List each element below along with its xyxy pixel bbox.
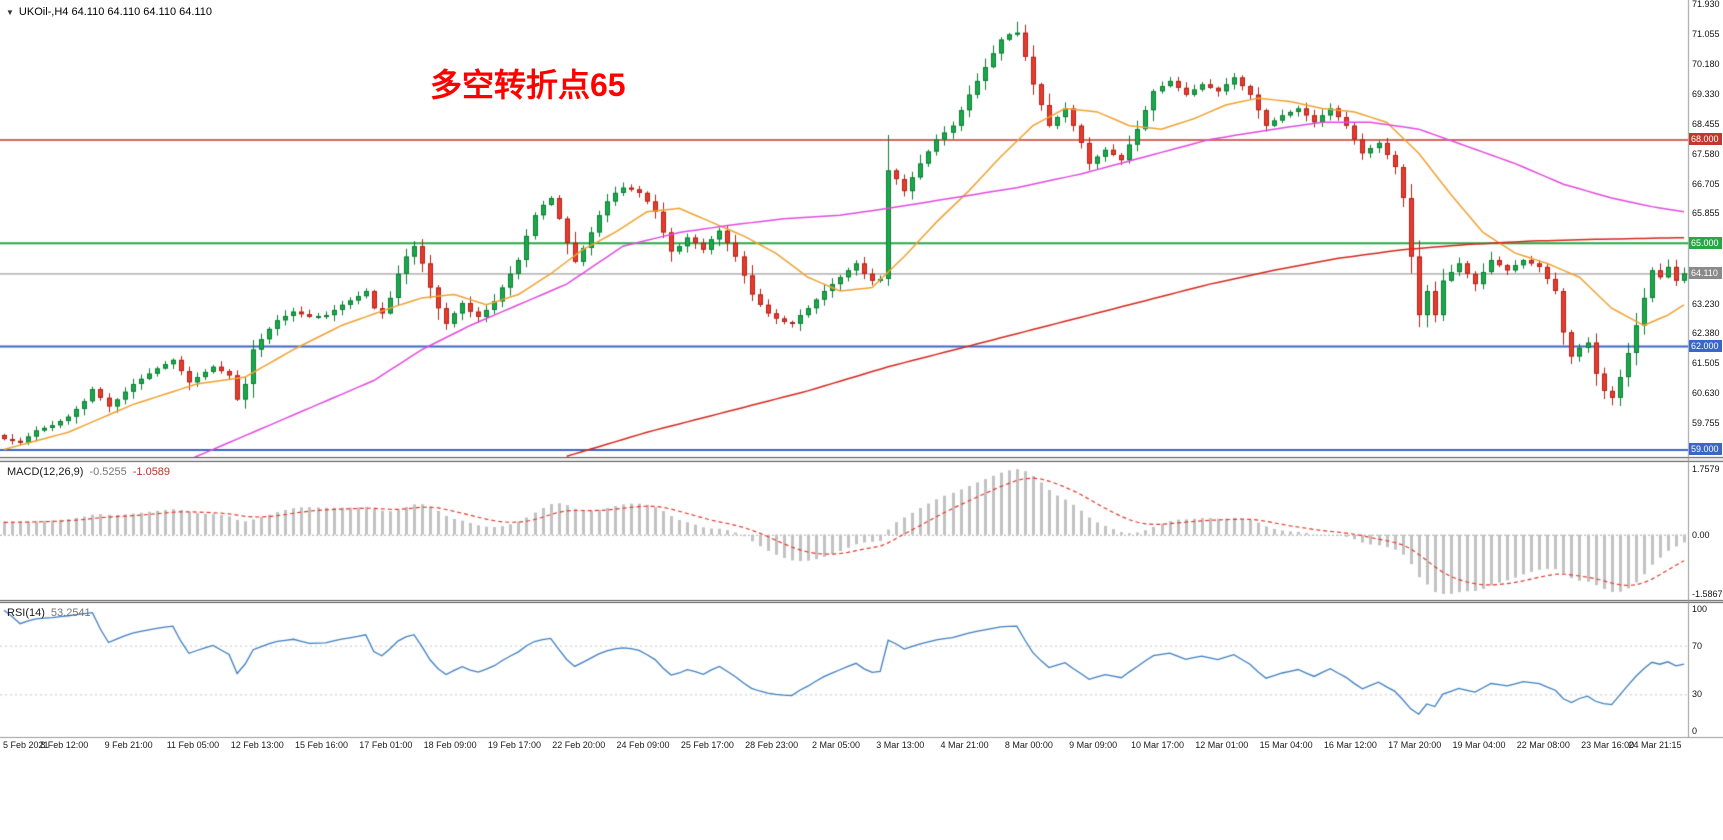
time-axis-label: 11 Feb 05:00 [166, 740, 220, 750]
symbol-timeframe-ohlc-label: UKOil-,H4 64.110 64.110 64.110 64.110 [18, 6, 212, 18]
time-axis-label: 22 Feb 20:00 [552, 740, 606, 750]
price-axis-label: 70.180 [1692, 59, 1720, 70]
price-axis-label: 68.455 [1692, 118, 1720, 129]
time-axis-label: 4 Mar 21:00 [940, 740, 989, 750]
price-axis-value-box: 62.000 [1689, 340, 1722, 353]
time-axis-label: 23 Mar 16:00 [1581, 740, 1635, 750]
time-axis-label: 10 Mar 17:00 [1130, 740, 1185, 750]
time-axis-label: 18 Feb 09:00 [423, 740, 477, 750]
time-axis-label: 8 Mar 00:00 [1004, 740, 1053, 750]
rsi-axis-label: 70 [1692, 640, 1703, 651]
price-axis-value-box: 65.000 [1689, 236, 1722, 249]
time-axis-label: 24 Mar 21:15 [1628, 740, 1682, 750]
rsi-axis-label: 30 [1692, 689, 1703, 700]
time-axis-label: 16 Mar 12:00 [1323, 740, 1377, 750]
time-axis[interactable]: 5 Feb 2021 8 Feb 12:00 9 Feb 21:00 11 Feb 0… [0, 737, 1723, 755]
price-axis-label: 71.930 [1692, 0, 1720, 10]
price-axis-label: 61.505 [1692, 358, 1720, 369]
chart-canvas[interactable] [0, 0, 1723, 760]
time-axis-label: 15 Feb 16:00 [294, 740, 349, 750]
price-axis-label: 66.705 [1692, 179, 1720, 190]
time-axis-label: 19 Feb 17:00 [487, 740, 541, 750]
rsi-axis-label: 0 [1692, 725, 1698, 736]
price-axis-label: 63.230 [1692, 298, 1720, 309]
time-axis-label: 9 Mar 09:00 [1069, 740, 1118, 750]
price-axis-label: 65.855 [1692, 208, 1720, 219]
price-axis-label: 71.055 [1692, 29, 1720, 40]
price-axis-label: 62.380 [1692, 328, 1720, 339]
rsi-value: 53.2541 [50, 607, 91, 619]
macd-indicator-label: MACD(12,26,9) -0.5255 -1.0589 [7, 466, 170, 478]
price-axis-value-box: 68.000 [1689, 133, 1722, 146]
rsi-indicator-label: RSI(14) 53.2541 [7, 607, 91, 619]
time-axis-label: 9 Feb 21:00 [104, 740, 153, 750]
price-axis-value-box: 64.110 [1689, 267, 1722, 280]
macd-main-value: -0.5255 [89, 466, 127, 478]
price-axis-label: 59.755 [1692, 418, 1720, 429]
time-axis-label: 2 Mar 05:00 [811, 740, 860, 750]
macd-axis-label: 0.00 [1692, 529, 1710, 540]
time-axis-label: 22 Mar 08:00 [1516, 740, 1570, 750]
rsi-axis-label: 100 [1692, 604, 1708, 615]
macd-axis-label: 1.7579 [1692, 464, 1720, 475]
price-axis-label: 69.330 [1692, 88, 1720, 99]
collapse-chart-icon[interactable]: ▼ [6, 8, 14, 17]
time-axis-label: 15 Mar 04:00 [1259, 740, 1313, 750]
chart-header: ▼ UKOil-,H4 64.110 64.110 64.110 64.110 [6, 6, 212, 18]
time-axis-label: 24 Feb 09:00 [616, 740, 670, 750]
time-axis-label: 17 Feb 01:00 [359, 740, 413, 750]
rsi-name: RSI(14) [7, 607, 45, 619]
time-axis-label: 25 Feb 17:00 [680, 740, 734, 750]
time-axis-label: 8 Feb 12:00 [40, 740, 89, 750]
time-axis-label: 28 Feb 23:00 [745, 740, 799, 750]
time-axis-label: 5 Feb 2021 [3, 740, 49, 750]
macd-axis-label: -1.5867 [1692, 588, 1723, 599]
price-axis-label: 60.630 [1692, 388, 1720, 399]
chart-annotation-text[interactable]: 多空转折点65 [430, 67, 626, 103]
time-axis-label: 17 Mar 20:00 [1388, 740, 1442, 750]
time-axis-label: 19 Mar 04:00 [1452, 740, 1506, 750]
macd-signal-value: -1.0589 [132, 466, 171, 478]
macd-name: MACD(12,26,9) [7, 466, 84, 478]
time-axis-label: 12 Feb 13:00 [230, 740, 284, 750]
price-axis-label: 67.580 [1692, 148, 1720, 159]
price-axis-value-box: 59.000 [1689, 443, 1722, 456]
time-axis-label: 12 Mar 01:00 [1195, 740, 1249, 750]
time-axis-label: 3 Mar 13:00 [876, 740, 925, 750]
